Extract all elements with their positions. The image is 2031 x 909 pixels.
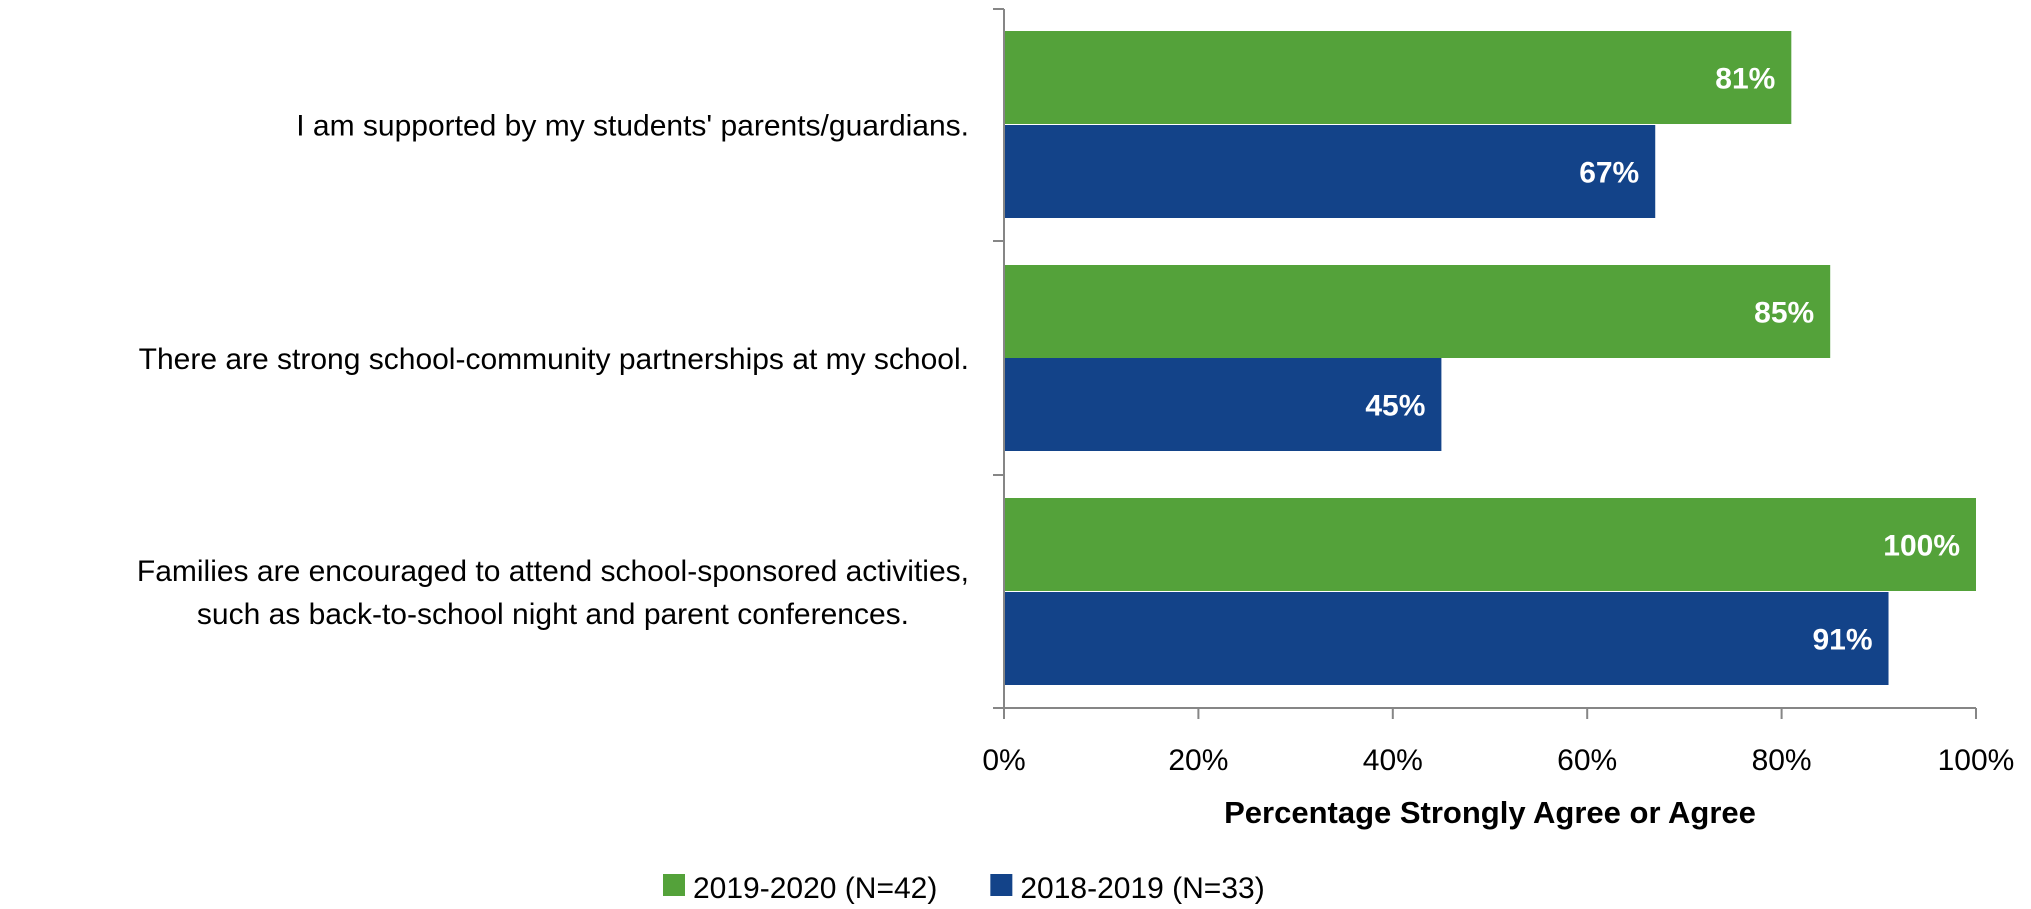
bar-series1-cat1 bbox=[1004, 31, 1792, 124]
bars-group bbox=[1004, 31, 1976, 685]
category-label: I am supported by my students' parents/g… bbox=[296, 110, 969, 143]
legend-swatch-series1 bbox=[663, 874, 685, 896]
x-tick-label: 80% bbox=[1752, 744, 1812, 777]
data-label-series2-cat3: 91% bbox=[1812, 624, 1872, 657]
data-label-series2-cat2: 45% bbox=[1365, 390, 1425, 423]
category-label: such as back-to-school night and parent … bbox=[197, 598, 909, 631]
data-labels-group: 81% 67% 85% 45% 100% 91% bbox=[1365, 63, 1960, 657]
legend-label-series2: 2018-2019 (N=33) bbox=[1020, 872, 1264, 905]
x-tick-label: 40% bbox=[1363, 744, 1423, 777]
bar-series1-cat3 bbox=[1004, 498, 1976, 591]
data-label-series1-cat3: 100% bbox=[1883, 530, 1960, 563]
x-tick-label: 60% bbox=[1557, 744, 1617, 777]
axes-group bbox=[993, 8, 1977, 719]
x-tick-label: 0% bbox=[982, 744, 1025, 777]
bar-series1-cat2 bbox=[1004, 265, 1831, 358]
category-label: Families are encouraged to attend school… bbox=[137, 555, 969, 588]
bar-series2-cat2 bbox=[1004, 358, 1442, 451]
tick-labels-group: 0% 20% 40% 60% 80% 100% bbox=[982, 744, 2014, 777]
data-label-series2-cat1: 67% bbox=[1579, 157, 1639, 190]
data-label-series1-cat1: 81% bbox=[1715, 63, 1775, 96]
bar-series2-cat1 bbox=[1004, 125, 1656, 218]
category-label: There are strong school-community partne… bbox=[139, 343, 969, 376]
bar-series2-cat3 bbox=[1004, 592, 1889, 685]
category-labels-group: I am supported by my students' parents/g… bbox=[137, 110, 969, 632]
x-axis-title: Percentage Strongly Agree or Agree bbox=[1224, 795, 1756, 830]
legend-label-series1: 2019-2020 (N=42) bbox=[693, 872, 937, 905]
x-tick-label: 100% bbox=[1938, 744, 2015, 777]
legend: 2019-2020 (N=42) 2018-2019 (N=33) bbox=[663, 872, 1265, 905]
data-label-series1-cat2: 85% bbox=[1754, 297, 1814, 330]
x-tick-label: 20% bbox=[1168, 744, 1228, 777]
legend-swatch-series2 bbox=[990, 874, 1013, 896]
